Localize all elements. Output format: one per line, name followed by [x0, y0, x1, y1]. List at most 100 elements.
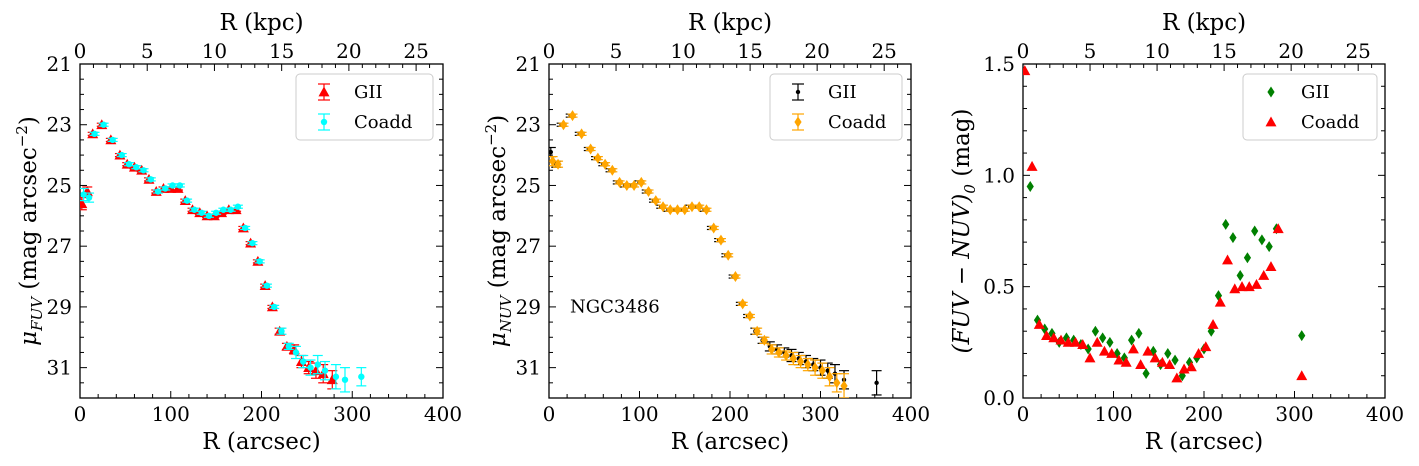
x-tick-label: 400: [424, 402, 462, 426]
y-tick-label: 21: [47, 52, 72, 76]
series-coadd: [80, 121, 367, 393]
data-point: [1055, 334, 1067, 345]
data-point: [1171, 372, 1183, 383]
data-point: [109, 136, 116, 144]
top-tick-label: 0: [1017, 39, 1030, 63]
data-point: [241, 224, 249, 232]
top-tick-label: 25: [1345, 39, 1370, 63]
series-coadd: [549, 110, 850, 398]
data-point: [1296, 370, 1308, 381]
x-tick-label: 0: [74, 402, 87, 426]
data-point: [162, 185, 169, 192]
x-tick-label: 200: [242, 402, 280, 426]
data-point: [1265, 261, 1277, 272]
data-point: [125, 161, 133, 168]
top-tick-label: 20: [804, 39, 829, 63]
data-point: [577, 128, 586, 140]
data-point: [1106, 347, 1118, 358]
data-point: [1185, 361, 1197, 372]
data-point: [681, 204, 689, 216]
data-point: [840, 380, 848, 392]
y-tick-label: 31: [47, 356, 72, 380]
data-point: [1214, 296, 1226, 307]
data-point: [133, 164, 140, 171]
y-tick-label: 27: [516, 234, 541, 258]
data-point: [796, 356, 805, 368]
x-tick-label: 200: [1185, 402, 1223, 426]
data-point: [1207, 319, 1219, 329]
panel-color-profile: 0 100 200 300 400 0 5 10 15 20 25 0.0 0.5 1.0 1.5 R (ar…: [949, 10, 1404, 455]
data-point: [271, 303, 278, 311]
x-tick-label: 400: [1366, 402, 1404, 426]
data-point: [169, 182, 176, 189]
data-point: [80, 198, 88, 209]
data-point: [1128, 334, 1136, 346]
top-tick-label: 15: [1211, 39, 1236, 63]
data-point: [292, 349, 300, 356]
data-point: [825, 371, 834, 383]
data-point: [285, 343, 292, 350]
data-point: [630, 179, 638, 191]
data-point: [587, 143, 595, 155]
data-point: [1127, 343, 1139, 354]
y-tick-label: 25: [47, 173, 72, 197]
panel-fuv-profile: 0 100 200 300 400 0 5 10 15 20 25 21 23 25 27 29 31 R (ar…: [13, 10, 462, 455]
legend-label: Coadd: [828, 112, 886, 133]
y-tick-label: 0.0: [983, 386, 1015, 410]
data-point: [637, 176, 645, 188]
data-point: [1106, 336, 1114, 348]
legend-box: [769, 73, 903, 141]
data-point: [623, 179, 631, 191]
legend-marker: [318, 86, 330, 97]
data-point: [91, 130, 98, 138]
data-point: [85, 194, 93, 201]
data-point: [746, 310, 754, 322]
legend-marker: [1265, 116, 1277, 127]
data-point: [549, 155, 557, 167]
data-point: [1142, 368, 1150, 380]
data-point: [326, 374, 338, 385]
legend-box: [1242, 73, 1378, 141]
legend-label: GII: [354, 82, 383, 103]
galaxy-name-annotation: NGC3486: [570, 296, 660, 317]
data-point: [1069, 336, 1081, 347]
data-point: [1033, 314, 1042, 326]
data-point: [183, 197, 191, 204]
data-point: [118, 151, 125, 159]
data-point: [227, 206, 234, 213]
top-tick-label: 5: [1084, 39, 1097, 63]
data-point: [739, 298, 747, 310]
data-point: [760, 334, 768, 346]
y-tick-label: 1.5: [983, 52, 1015, 76]
x-tick-label: 100: [1094, 402, 1132, 426]
x-tick-label: 100: [152, 402, 190, 426]
data-point: [1250, 278, 1262, 289]
y-tick-label: 0.5: [983, 275, 1015, 299]
data-point: [1236, 270, 1244, 282]
x-tick-label: 0: [1017, 402, 1030, 426]
data-point: [559, 119, 568, 131]
legend-label: GII: [828, 82, 857, 103]
data-point: [1062, 336, 1074, 347]
x-tick-label: 400: [892, 402, 930, 426]
data-point: [1026, 160, 1038, 171]
data-point: [768, 343, 776, 355]
x-axis-label: R (arcsec): [202, 429, 320, 455]
series-coadd: [1023, 65, 1308, 383]
data-point: [205, 212, 213, 220]
data-point: [1243, 252, 1252, 264]
data-point: [191, 206, 198, 213]
y-axis-label: μNUV (mag arcsec−2): [482, 115, 515, 347]
data-point: [1084, 352, 1096, 363]
data-point: [833, 377, 841, 389]
x-tick-label: 300: [333, 402, 371, 426]
data-point: [332, 373, 340, 380]
y-tick-label: 1.0: [983, 163, 1015, 187]
data-point: [549, 149, 554, 155]
data-point: [652, 195, 660, 207]
data-point: [1099, 332, 1107, 344]
data-point: [307, 364, 314, 371]
y-axis-label: (FUV − NUV)0 (mag): [949, 109, 979, 354]
data-point: [608, 164, 616, 176]
